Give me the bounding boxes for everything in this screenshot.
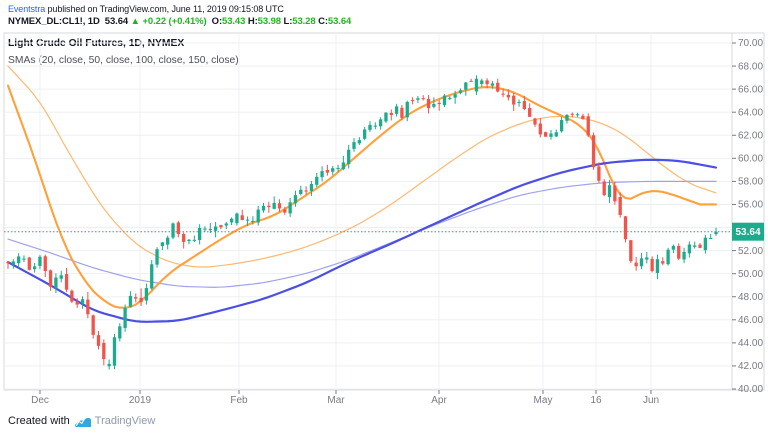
svg-text:60.00: 60.00 [738,154,763,165]
svg-text:68.00: 68.00 [738,61,763,72]
svg-text:May: May [534,395,553,406]
svg-text:44.00: 44.00 [738,338,763,349]
svg-text:Dec: Dec [31,395,49,406]
svg-text:66.00: 66.00 [738,84,763,95]
svg-text:52.00: 52.00 [738,246,763,257]
svg-text:48.00: 48.00 [738,292,763,303]
svg-text:40.00: 40.00 [738,384,763,395]
svg-text:53.64: 53.64 [735,227,760,238]
svg-text:42.00: 42.00 [738,361,763,372]
svg-text:Jun: Jun [643,395,659,406]
svg-text:Mar: Mar [327,395,345,406]
svg-text:Apr: Apr [431,395,447,406]
svg-text:58.00: 58.00 [738,177,763,188]
svg-text:Feb: Feb [230,395,248,406]
svg-text:56.00: 56.00 [738,200,763,211]
svg-text:64.00: 64.00 [738,107,763,118]
svg-text:2019: 2019 [129,395,152,406]
svg-text:50.00: 50.00 [738,269,763,280]
svg-text:70.00: 70.00 [738,38,763,49]
svg-text:16: 16 [590,395,602,406]
svg-text:46.00: 46.00 [738,315,763,326]
svg-text:62.00: 62.00 [738,130,763,141]
